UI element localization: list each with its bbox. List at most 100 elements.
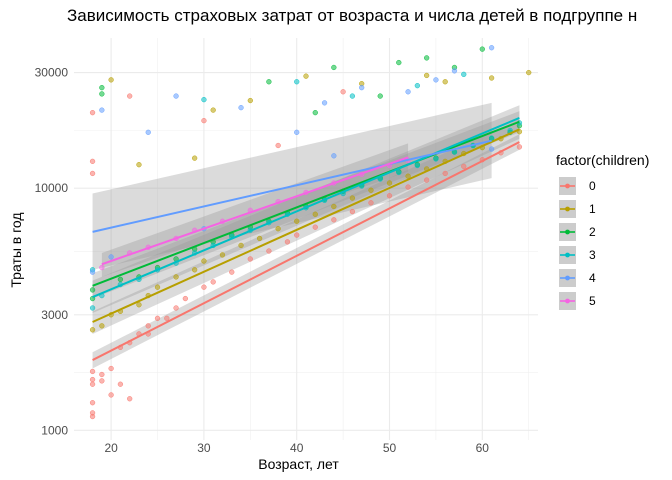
x-tick-label: 20 [104,441,118,455]
point-5 [99,264,105,271]
point-1 [136,162,142,168]
point-2 [266,79,272,85]
point-4 [238,104,244,111]
point-2 [377,93,383,99]
point-0 [89,376,96,383]
legend-key-point-4 [565,275,570,281]
point-1 [136,302,142,308]
point-1 [210,107,216,113]
point-3 [414,82,421,89]
point-1 [303,73,309,79]
point-1 [201,258,207,264]
fit-line-2 [92,120,520,287]
point-1 [331,203,337,210]
point-0 [210,279,216,285]
point-4 [145,129,151,135]
point-0 [368,200,374,206]
point-2 [396,59,402,66]
y-tick-label: 3000 [41,308,68,322]
point-1 [312,211,318,217]
fit-line-4 [92,139,492,233]
point-0 [173,305,179,311]
point-0 [386,193,393,199]
point-0 [117,381,124,387]
point-0 [294,232,300,238]
x-tick-label: 30 [197,441,211,455]
point-4 [405,89,411,95]
point-0 [127,93,133,99]
legend-label-1: 1 [589,202,596,216]
point-0 [312,224,318,230]
x-tick-label: 40 [290,441,304,455]
point-0 [516,144,523,150]
point-0 [349,208,356,215]
legend-label-2: 2 [589,225,596,239]
legend-title: factor(children) [556,152,650,168]
point-4 [99,107,105,113]
chart-title: Зависимость страховых затрат от возраста… [67,6,638,25]
point-1 [219,252,226,258]
point-3 [201,96,207,103]
point-2 [99,85,105,91]
point-0 [89,109,96,116]
point-3 [89,305,96,311]
point-3 [414,162,421,169]
point-3 [294,79,300,85]
point-1 [154,284,161,290]
point-4 [451,68,458,74]
point-2 [479,46,485,52]
point-0 [108,365,114,372]
point-1 [89,327,96,333]
point-4 [294,129,300,135]
point-2 [99,91,105,97]
grid-lines [74,38,538,440]
point-1 [368,187,374,193]
point-4 [108,254,114,260]
point-2 [89,287,96,293]
point-4 [433,77,439,83]
point-0 [108,392,114,398]
point-0 [405,184,411,190]
point-0 [89,410,96,416]
point-0 [89,400,96,406]
point-3 [396,169,402,176]
point-2 [331,64,337,71]
point-3 [461,71,467,78]
point-1 [191,155,198,161]
point-4 [488,45,495,51]
legend-key-point-0 [565,183,570,189]
point-0 [89,158,96,165]
x-tick-label: 60 [476,441,490,455]
axis-ticks: 20 30 40 50 60 1000 3000 10000 30000 [35,66,490,455]
point-0 [229,269,235,275]
legend-label-5: 5 [589,294,596,308]
point-0 [164,315,170,321]
legend-label-4: 4 [589,271,596,285]
point-1 [488,75,495,81]
fit-line-0 [92,141,520,361]
y-tick-label: 1000 [41,423,68,437]
point-3 [488,135,495,141]
legend-key-point-1 [565,206,570,212]
y-tick-label: 10000 [35,181,69,195]
point-4 [321,100,328,106]
point-1 [191,267,198,273]
point-1 [238,242,244,249]
point-0 [201,284,207,290]
point-1 [442,79,448,85]
point-0 [99,378,105,384]
point-2 [312,109,318,116]
fit-line-5 [101,156,409,266]
point-0 [266,248,272,254]
point-0 [182,295,189,302]
point-1 [349,195,356,201]
point-0 [201,117,207,124]
point-0 [89,170,96,177]
point-1 [275,226,281,232]
legend-key-point-3 [565,252,570,258]
point-4 [89,269,96,275]
point-1 [294,218,300,224]
point-3 [349,93,356,99]
